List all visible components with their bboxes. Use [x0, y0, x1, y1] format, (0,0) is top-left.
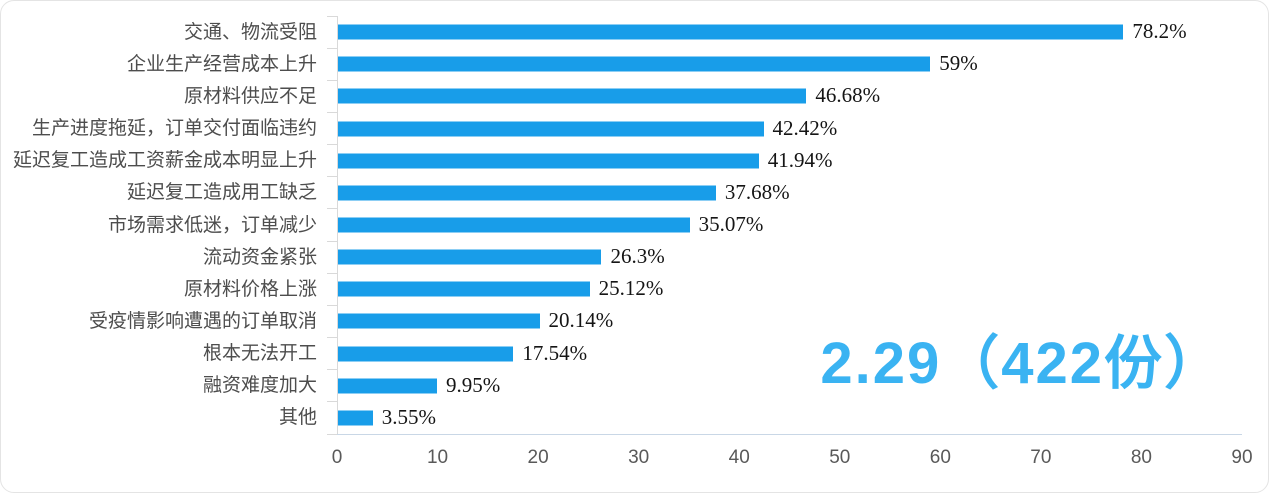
bar: [337, 281, 590, 297]
bar-chart: 交通、物流受阻 78.2% 企业生产经营成本上升 59% 原材料供应不足 46.68% 生产…: [1, 15, 1242, 435]
bar: [337, 249, 602, 265]
category-label: 原材料供应不足: [183, 85, 317, 107]
y-axis-tick: [327, 401, 337, 403]
value-label: 41.94%: [767, 147, 833, 172]
bar: [337, 56, 931, 72]
y-axis-tick: [327, 304, 337, 306]
category-label: 交通、物流受阻: [183, 21, 317, 43]
bar-row: 生产进度拖延，订单交付面临违约 42.42%: [1, 112, 1242, 144]
bar-row: 交通、物流受阻 78.2%: [1, 16, 1242, 48]
category-label: 受疫情影响遭遇的订单取消: [88, 310, 317, 332]
x-axis-tick-label: 40: [728, 447, 750, 468]
y-axis-line: [337, 16, 338, 434]
x-axis-tick-label: 0: [331, 447, 343, 468]
bar-area: 17.54%: [337, 338, 1242, 370]
bar-row: 融资难度加大 9.95%: [1, 370, 1242, 402]
category-label: 原材料价格上涨: [183, 278, 317, 300]
category-label: 根本无法开工: [202, 343, 317, 365]
category-label: 延迟复工造成用工缺乏: [126, 182, 317, 204]
y-axis-tick: [327, 15, 337, 17]
value-label: 37.68%: [724, 179, 790, 204]
y-axis-tick: [327, 111, 337, 113]
bar: [337, 217, 690, 233]
bar-area: 78.2%: [337, 16, 1242, 48]
category-label: 市场需求低迷，订单减少: [107, 214, 317, 236]
bar: [337, 185, 716, 201]
x-axis-tick-labels: 0 10 20 30 40 50 60 70 80 90: [332, 447, 1253, 474]
value-label: 35.07%: [698, 212, 764, 237]
bar-row: 流动资金紧张 26.3%: [1, 241, 1242, 273]
category-label: 生产进度拖延，订单交付面临违约: [31, 118, 317, 140]
x-axis-tick-label: 50: [829, 447, 851, 468]
bar-row: 市场需求低迷，订单减少 35.07%: [1, 209, 1242, 241]
y-axis-tick: [327, 47, 337, 49]
y-axis-tick: [327, 433, 337, 435]
bar-area: 41.94%: [337, 145, 1242, 177]
category-label: 延迟复工造成工资薪金成本明显上升: [12, 150, 317, 172]
x-axis-tick-label: 80: [1130, 447, 1153, 468]
value-label: 78.2%: [1132, 19, 1187, 44]
bar: [337, 378, 438, 394]
bar-area: 9.95%: [337, 370, 1242, 402]
y-axis-tick: [327, 144, 337, 146]
bar-area: 42.42%: [337, 112, 1242, 144]
bar: [337, 88, 807, 104]
bar: [337, 410, 373, 426]
category-label: 其他: [278, 407, 317, 429]
y-axis-tick: [327, 79, 337, 81]
x-axis-tick-label: 20: [527, 447, 549, 468]
x-axis-tick-label: 30: [628, 447, 650, 468]
value-label: 26.3%: [610, 244, 665, 269]
bar-row: 其他 3.55%: [1, 402, 1242, 434]
category-label: 融资难度加大: [202, 375, 317, 397]
value-label: 9.95%: [446, 372, 501, 397]
y-axis-tick: [327, 240, 337, 242]
bar-row: 原材料供应不足 46.68%: [1, 80, 1242, 112]
value-label: 20.14%: [548, 308, 614, 333]
value-label: 42.42%: [772, 115, 838, 140]
bar-row: 原材料价格上涨 25.12%: [1, 273, 1242, 305]
bar-area: 37.68%: [337, 177, 1242, 209]
chart-rows: 交通、物流受阻 78.2% 企业生产经营成本上升 59% 原材料供应不足 46.68% 生产…: [1, 16, 1242, 434]
x-axis-tick-label: 60: [929, 447, 951, 468]
bar-row: 延迟复工造成用工缺乏 37.68%: [1, 177, 1242, 209]
survey-count-annotation: 2.29（422份）: [820, 331, 1224, 396]
bar-row: 延迟复工造成工资薪金成本明显上升 41.94%: [1, 145, 1242, 177]
y-axis-tick: [327, 369, 337, 371]
category-label: 流动资金紧张: [202, 246, 317, 268]
bar-area: 59%: [337, 48, 1242, 80]
bar: [337, 346, 514, 362]
bar: [337, 153, 759, 169]
bar-row: 受疫情影响遭遇的订单取消 20.14%: [1, 305, 1242, 337]
bar-area: 3.55%: [337, 402, 1242, 434]
bar-row: 根本无法开工 17.54%: [1, 338, 1242, 370]
bar-area: 46.68%: [337, 80, 1242, 112]
x-axis-tick-label: 70: [1030, 447, 1052, 468]
y-axis-tick: [327, 208, 337, 210]
value-label: 17.54%: [522, 340, 588, 365]
x-axis-tick-label: 10: [426, 447, 449, 468]
bar-area: 26.3%: [337, 241, 1242, 273]
x-axis-line: [337, 434, 1242, 435]
y-axis-tick: [327, 337, 337, 339]
bar-area: 25.12%: [337, 273, 1242, 305]
x-axis-tick-label: 90: [1231, 447, 1253, 468]
y-axis-tick: [327, 272, 337, 274]
value-label: 46.68%: [815, 83, 881, 108]
bar-area: 35.07%: [337, 209, 1242, 241]
bar-row: 企业生产经营成本上升 59%: [1, 48, 1242, 80]
value-label: 25.12%: [598, 276, 664, 301]
bar: [337, 313, 540, 329]
value-label: 59%: [939, 51, 978, 76]
bar: [337, 121, 764, 137]
bar: [337, 24, 1124, 40]
y-axis-tick: [327, 176, 337, 178]
value-label: 3.55%: [381, 405, 436, 430]
category-label: 企业生产经营成本上升: [126, 53, 317, 75]
bar-area: 20.14%: [337, 305, 1242, 337]
